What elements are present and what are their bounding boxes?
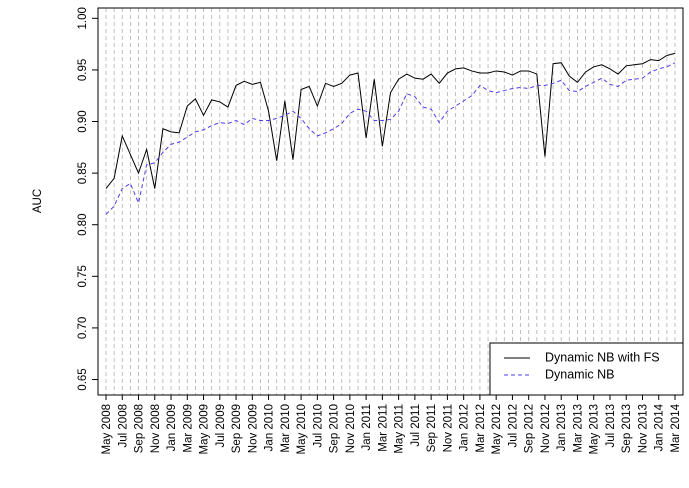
x-tick-label: Jul 2008 [117, 404, 129, 447]
x-tick-label: Sep 2009 [231, 404, 243, 453]
x-tick-label: Jan 2013 [556, 404, 568, 451]
x-tick-label: Mar 2013 [572, 404, 584, 453]
x-tick-label: Mar 2011 [377, 404, 389, 452]
y-tick-label: 0.65 [77, 368, 89, 390]
x-tick-label: Jan 2011 [361, 404, 373, 450]
x-tick-label: Jul 2010 [312, 404, 324, 447]
x-tick-label: Jul 2012 [507, 404, 519, 447]
x-tick-label: Jul 2011 [410, 404, 422, 447]
x-tick-label: Sep 2010 [329, 404, 341, 453]
x-tick-label: Sep 2012 [524, 404, 536, 453]
x-tick-label: Nov 2013 [637, 404, 649, 453]
legend-box [489, 342, 684, 396]
x-tick-label: May 2009 [199, 404, 211, 455]
x-tick-label: Sep 2013 [621, 404, 633, 453]
series-line [105, 52, 676, 189]
x-tick-label: Mar 2009 [182, 404, 194, 453]
series-line [105, 62, 676, 215]
x-tick-label: Jul 2013 [605, 404, 617, 447]
y-tick-label: 0.75 [77, 265, 89, 287]
x-tick-label: Sep 2008 [134, 404, 146, 453]
y-tick-label: 0.85 [77, 162, 89, 184]
y-tick-label: 1.00 [77, 7, 89, 29]
y-tick-label: 0.70 [77, 317, 89, 339]
legend-label: Dynamic NB with FS [545, 350, 660, 364]
x-tick-label: Nov 2010 [345, 404, 357, 453]
x-tick-label: Mar 2010 [280, 404, 292, 453]
x-tick-label: Nov 2008 [150, 404, 162, 453]
x-tick-label: Sep 2011 [426, 404, 438, 452]
x-tick-label: May 2008 [101, 404, 113, 455]
x-tick-label: Nov 2011 [442, 404, 454, 452]
y-tick-label: 0.90 [77, 110, 89, 132]
y-axis-label: AUC [32, 189, 44, 213]
x-tick-label: May 2011 [394, 404, 406, 454]
legend-label: Dynamic NB [545, 367, 614, 381]
x-tick-label: Jan 2009 [166, 404, 178, 451]
x-tick-label: Mar 2014 [670, 403, 682, 452]
y-tick-label: 0.95 [77, 59, 89, 81]
x-tick-label: May 2013 [589, 404, 601, 455]
y-tick-label: 0.80 [77, 214, 89, 236]
x-tick-label: Jul 2009 [215, 404, 227, 447]
x-tick-label: Jan 2010 [264, 404, 276, 451]
x-tick-label: May 2012 [491, 404, 503, 455]
x-tick-label: May 2010 [296, 404, 308, 455]
x-tick-label: Jan 2014 [654, 403, 666, 451]
x-tick-label: Jan 2012 [459, 404, 471, 451]
x-tick-label: Nov 2012 [540, 404, 552, 453]
x-tick-label: Mar 2012 [475, 404, 487, 453]
x-tick-label: Nov 2009 [247, 404, 259, 453]
plot-frame [97, 7, 684, 396]
